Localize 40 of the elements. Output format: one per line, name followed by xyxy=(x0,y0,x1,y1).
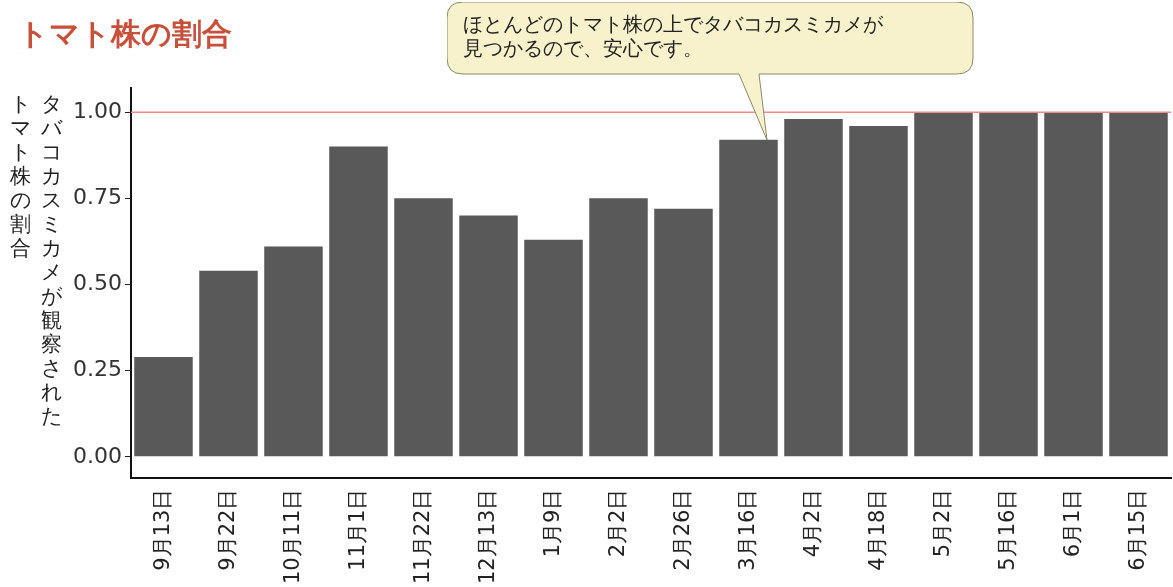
y-tick-label: 0.25 xyxy=(73,356,122,382)
y-tick-label: 1.00 xyxy=(73,97,122,123)
bar xyxy=(784,119,843,457)
bar xyxy=(914,112,973,457)
x-tick-label: 6月15日 xyxy=(1124,488,1149,571)
bar xyxy=(524,239,583,457)
speech-bubble: ほとんどのトマト株の上でタバコカスミカメが見つかるので、安心です。 xyxy=(447,2,975,142)
bar xyxy=(654,208,713,457)
y-tick-label: 0.00 xyxy=(73,442,122,468)
bar xyxy=(719,139,778,457)
x-tick-label: 3月16日 xyxy=(734,488,759,571)
y-tick-label: 0.75 xyxy=(73,184,122,210)
x-tick-label: 10月11日 xyxy=(279,488,304,585)
bar xyxy=(1109,112,1168,457)
y-tick-label: 0.50 xyxy=(73,270,122,296)
x-tick-label: 2月26日 xyxy=(669,488,694,571)
bar xyxy=(134,356,193,457)
bar xyxy=(849,125,908,457)
x-tick-label: 5月16日 xyxy=(994,488,1019,571)
x-tick-label: 4月2日 xyxy=(799,488,824,558)
x-tick-label: 9月22日 xyxy=(214,488,239,571)
x-tick-label: 6月1日 xyxy=(1059,488,1084,558)
x-tick-label: 9月13日 xyxy=(149,488,174,571)
bar xyxy=(199,270,258,457)
bar xyxy=(459,215,518,457)
x-tick-label: 1月9日 xyxy=(539,488,564,558)
chart-title: トマト株の割合 xyxy=(18,15,232,53)
bar xyxy=(394,198,453,457)
bar xyxy=(589,198,648,457)
text: タバコカスミカメが観察されたトマト株の割合 xyxy=(9,92,63,428)
bar xyxy=(979,112,1038,457)
x-tick-label: 2月2日 xyxy=(604,488,629,558)
x-tick-label: 11月1日 xyxy=(344,488,369,571)
x-tick-label: 4月18日 xyxy=(864,488,889,571)
bar xyxy=(329,146,388,457)
bar xyxy=(1044,112,1103,457)
bar xyxy=(264,246,323,457)
x-tick-label: 12月13日 xyxy=(474,488,499,585)
x-tick-label: 5月2日 xyxy=(929,488,954,558)
x-tick-label: 11月22日 xyxy=(409,488,434,585)
